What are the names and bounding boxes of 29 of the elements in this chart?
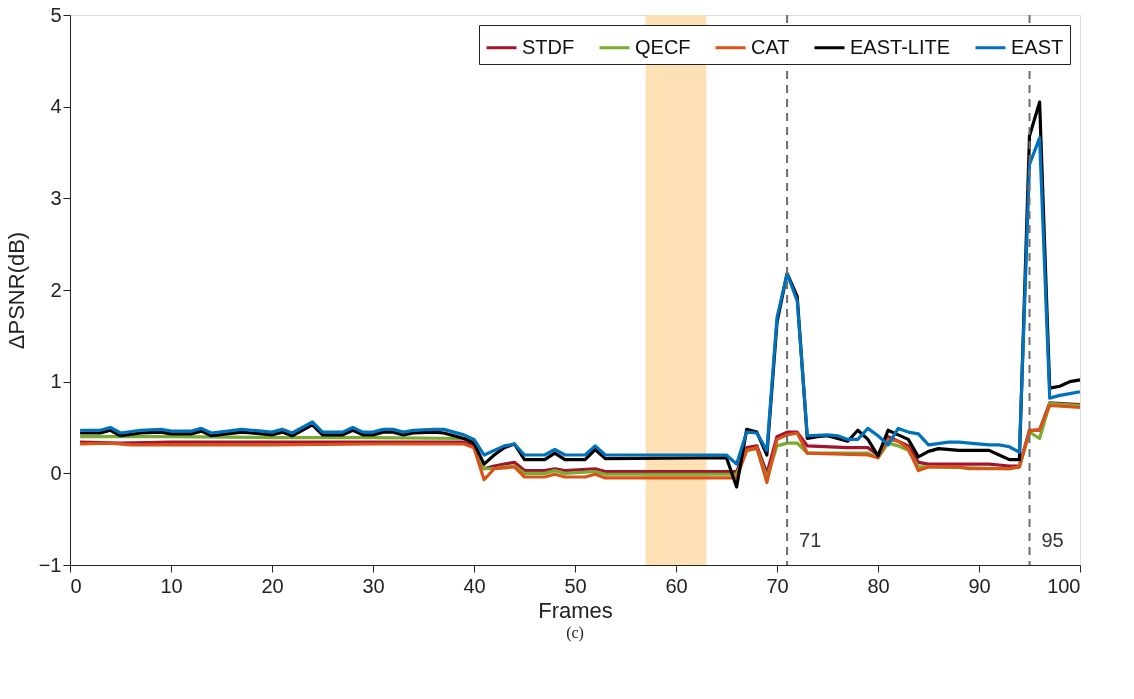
line-series — [78, 136, 1082, 466]
y-tick-label: −1 — [38, 553, 62, 576]
x-tick-label: 90 — [968, 574, 991, 597]
y-tick-label: 1 — [50, 370, 62, 393]
y-tick-label: 2 — [50, 278, 62, 301]
ref-line-label: 71 — [799, 529, 822, 551]
x-tick-label: 100 — [1047, 574, 1081, 597]
ref-line-label: 95 — [1041, 529, 1064, 551]
y-tick-label: 4 — [50, 95, 62, 118]
x-tick-label: 10 — [160, 574, 183, 597]
y-tick-label: 3 — [50, 186, 62, 209]
x-axis-title: Frames — [538, 597, 613, 623]
legend-label: EAST-LITE — [850, 35, 951, 58]
x-tick-label: 20 — [261, 574, 284, 597]
legend-label: QECF — [635, 35, 691, 58]
y-tick-label: 5 — [50, 3, 62, 26]
x-tick-label: 40 — [463, 574, 486, 597]
x-tick-label: 30 — [362, 574, 385, 597]
x-tick-label: 60 — [665, 574, 688, 597]
y-tick-label: 0 — [50, 461, 62, 484]
x-tick-label: 50 — [564, 574, 587, 597]
y-axis-title: ΔPSNR(dB) — [3, 231, 29, 350]
x-tick-label: 70 — [766, 574, 789, 597]
x-tick-label: 0 — [70, 574, 82, 597]
legend-label: CAT — [751, 35, 790, 58]
x-tick-label: 80 — [867, 574, 890, 597]
text: (c) — [566, 624, 584, 642]
legend-label: EAST — [1011, 35, 1064, 58]
legend-label: STDF — [522, 35, 575, 58]
